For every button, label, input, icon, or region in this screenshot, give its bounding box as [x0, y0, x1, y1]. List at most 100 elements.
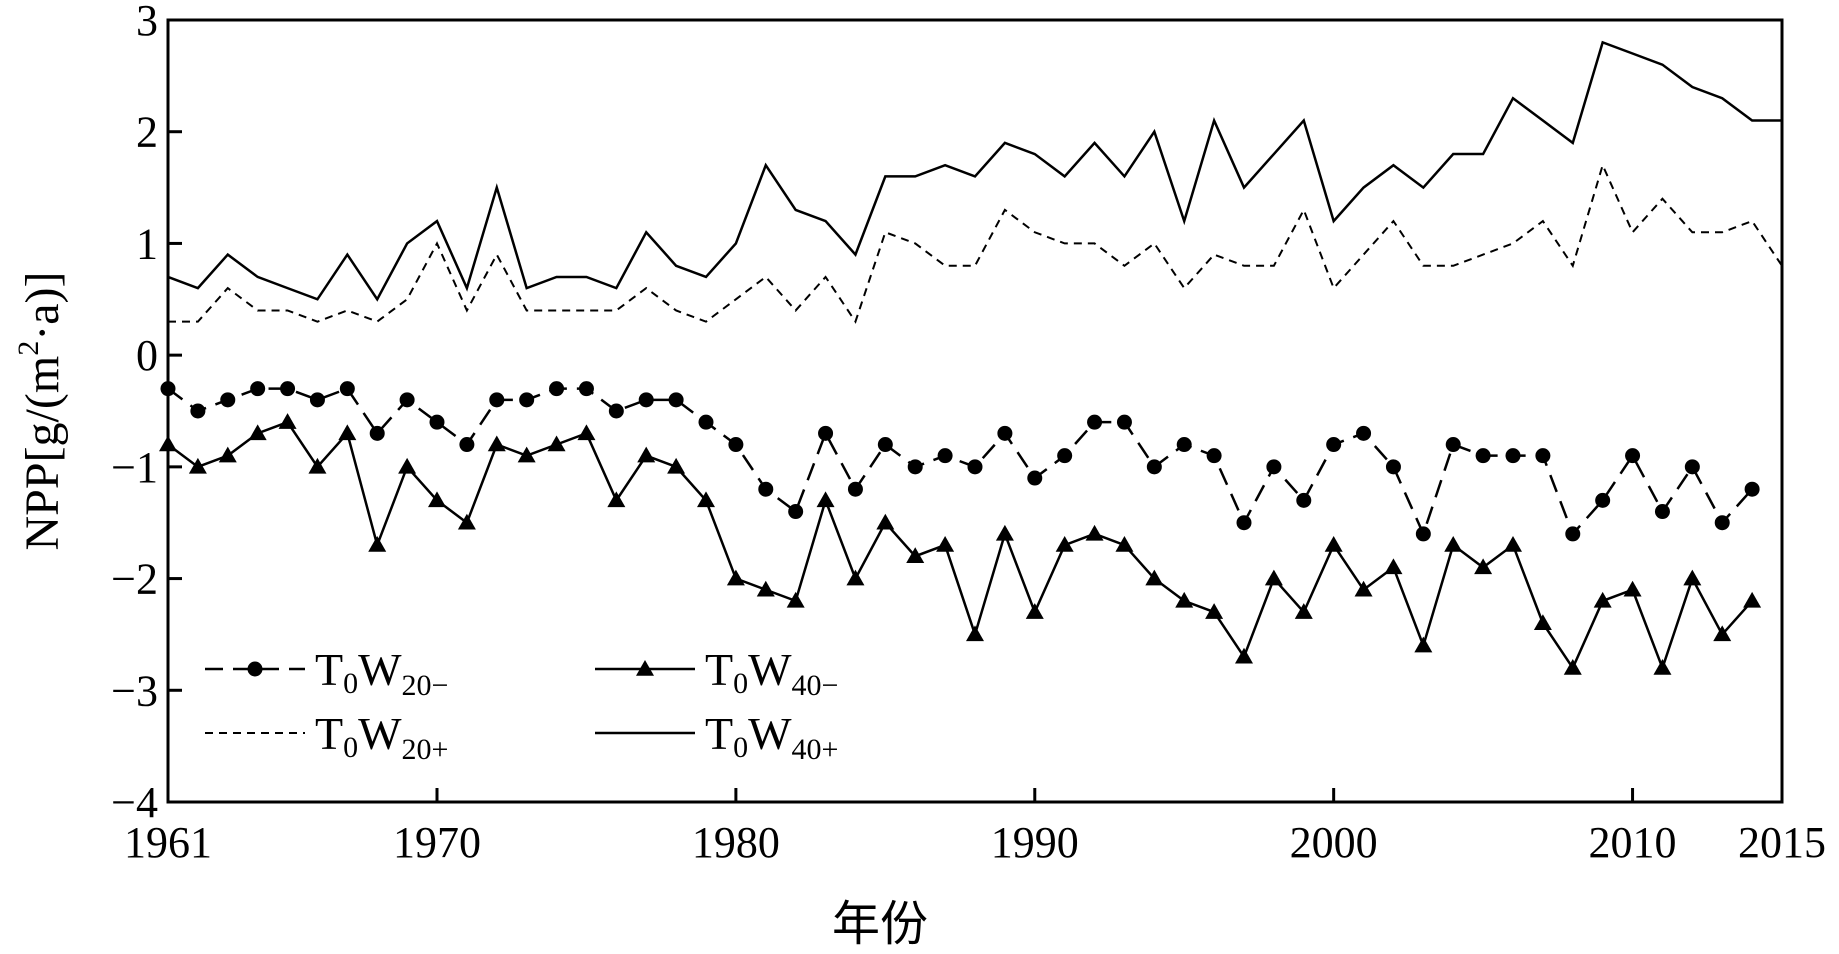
y-axis-title-main: NPP[g/(m [16, 356, 69, 551]
data-point [368, 536, 387, 552]
axis-ticks: −4 −3 −2 −1 0 1 2 3 1961 1970 1980 1990 2000 2010 2015 [111, 0, 1826, 867]
data-point [937, 448, 953, 464]
legend-item: T0W40− [595, 644, 838, 702]
x-tick-label: 2000 [1290, 818, 1378, 867]
data-point [726, 569, 745, 586]
data-point [1236, 515, 1252, 531]
data-point [398, 457, 417, 474]
data-point [786, 591, 805, 608]
legend-label: T0W20+ [315, 708, 448, 766]
data-point [608, 403, 624, 419]
data-point [1294, 603, 1313, 619]
data-point [1415, 526, 1431, 542]
data-point [1565, 526, 1581, 542]
data-point [818, 425, 834, 441]
data-point [816, 491, 835, 508]
data-point [846, 569, 865, 586]
legend-marker [636, 660, 654, 676]
data-point [577, 424, 596, 441]
data-point [1057, 448, 1073, 464]
data-point [1654, 504, 1670, 520]
data-point [1087, 414, 1103, 430]
data-point [429, 414, 445, 430]
data-point [457, 513, 476, 530]
data-point [1444, 536, 1463, 552]
data-point [517, 446, 536, 463]
legend-label: T0W40+ [705, 708, 838, 766]
data-point [1296, 492, 1312, 508]
data-point [399, 392, 415, 408]
data-point [967, 459, 983, 475]
data-point [1593, 591, 1612, 608]
series-1 [159, 413, 1762, 675]
series-0 [160, 381, 1760, 542]
data-point [1176, 437, 1192, 453]
series-2 [168, 162, 1783, 324]
data-point [1324, 536, 1343, 552]
data-point [1354, 580, 1373, 597]
data-point [1206, 448, 1222, 464]
plot-frame [166, 18, 1784, 804]
data-point [280, 381, 296, 397]
data-point [1684, 459, 1700, 475]
y-axis-title: NPP[g/(m2·a)] [12, 272, 69, 551]
data-point [698, 414, 714, 430]
y-axis-title-tail: ·a)] [16, 272, 69, 341]
data-point [549, 381, 565, 397]
data-point [756, 580, 775, 597]
data-point [1146, 459, 1162, 475]
data-point [159, 435, 177, 452]
data-point [788, 504, 804, 520]
data-point [1595, 492, 1611, 508]
data-point [1266, 459, 1282, 475]
data-point [638, 392, 654, 408]
y-tick-label: −2 [111, 555, 158, 604]
series-line [167, 40, 1782, 302]
y-tick-label: −1 [111, 443, 158, 492]
data-point [519, 392, 535, 408]
data-point [1145, 569, 1164, 586]
data-point [487, 435, 506, 452]
data-point [428, 491, 446, 508]
data-point [995, 524, 1014, 541]
data-point [250, 381, 266, 397]
series-layer [159, 40, 1783, 675]
data-point [847, 481, 863, 497]
series-line [168, 162, 1783, 324]
data-point [1445, 437, 1461, 453]
data-point [936, 536, 955, 552]
data-point [1475, 448, 1491, 464]
data-point [1205, 603, 1224, 619]
data-point [1713, 625, 1732, 642]
data-point [220, 392, 236, 408]
data-point [1235, 647, 1253, 664]
data-point [1326, 437, 1342, 453]
data-point [309, 392, 325, 408]
legend: T0W20− T0W40− T0W20+ T0W40+ [205, 644, 838, 766]
x-tick-label: 1961 [124, 818, 212, 867]
y-tick-label: −3 [111, 666, 158, 715]
data-point [1625, 448, 1641, 464]
data-point [190, 403, 206, 419]
data-point [1714, 515, 1730, 531]
data-point [1533, 614, 1552, 631]
data-point [1175, 591, 1194, 608]
data-point [1535, 448, 1551, 464]
data-point [1683, 569, 1702, 586]
data-point [369, 425, 385, 441]
data-point [547, 435, 566, 452]
data-point [1116, 414, 1132, 430]
y-tick-label: 1 [136, 219, 158, 268]
data-point [160, 381, 176, 397]
data-point [278, 413, 297, 429]
data-point [1563, 658, 1582, 675]
data-point [607, 491, 626, 508]
data-point [1385, 459, 1401, 475]
data-point [188, 457, 207, 474]
y-axis-title-sup: 2 [12, 341, 45, 356]
data-point [668, 392, 684, 408]
x-tick-label: 2010 [1589, 818, 1677, 867]
legend-marker [247, 661, 263, 677]
